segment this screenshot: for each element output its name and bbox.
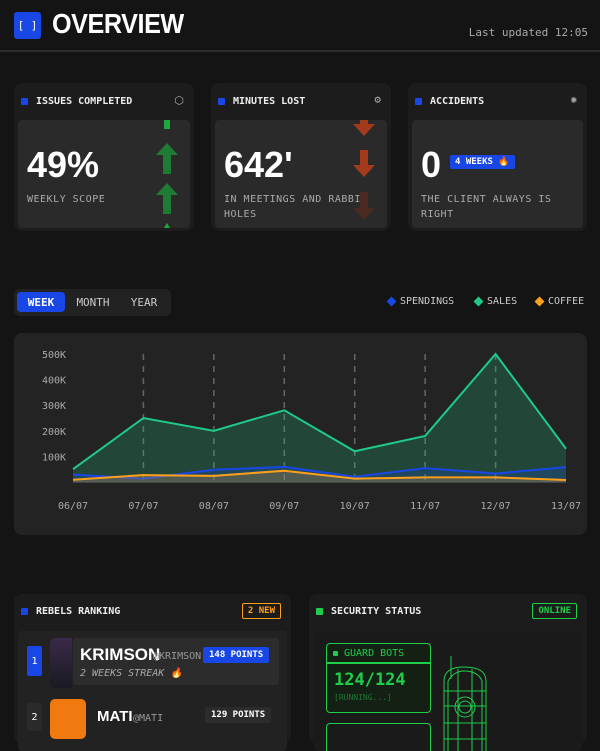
stat-subtitle: WEEKLY SCOPE (27, 192, 105, 207)
stat-card-minutes: MINUTES LOST ⚙ 642' IN MEETINGS AND RABB… (211, 83, 391, 231)
tab-month[interactable]: MONTH (68, 292, 118, 312)
x-tick-label: 11/07 (410, 501, 440, 512)
robot-wireframe-icon (434, 651, 494, 751)
points-badge: 148 POINTS (203, 647, 269, 663)
user-name: MATI (97, 708, 133, 725)
ranking-list: 1 KRIMSON @KRIMSON 148 POINTS 2 WEEKS ST… (18, 631, 287, 751)
card-title: ISSUES COMPLETED (36, 96, 132, 107)
stat-value: 49% (27, 144, 99, 186)
tab-year[interactable]: YEAR (120, 292, 168, 312)
stat-value: 0 (421, 144, 441, 186)
security-body: GUARD BOTS 124/124 [RUNNING...] (314, 631, 582, 751)
x-tick-label: 10/07 (340, 501, 370, 512)
y-tick-label: 300K (42, 401, 66, 412)
x-tick-label: 09/07 (269, 501, 299, 512)
legend-label: SALES (487, 296, 517, 307)
y-tick-label: 400K (42, 376, 66, 387)
diamond-icon (474, 297, 484, 307)
stat-card-issues: ISSUES COMPLETED ⬡ 49% WEEKLY SCOPE (14, 83, 194, 231)
hexagon-icon[interactable]: ⬡ (174, 94, 184, 107)
card-body: 0 4 WEEKS 🔥 THE CLIENT ALWAYS IS RIGHT (412, 120, 583, 228)
area-chart: 100K 200K 300K 400K 500K 06/07 07/07 08/07 09/07… (14, 333, 587, 535)
tab-week[interactable]: WEEK (17, 292, 65, 312)
security-card: SECURITY STATUS ONLINE GUARD BOTS 124/12… (309, 594, 587, 744)
avatar (50, 638, 72, 688)
gear-icon[interactable]: ⚙ (374, 93, 381, 106)
y-tick-label: 200K (42, 427, 66, 438)
card-dot (21, 98, 28, 105)
x-tick-label: 08/07 (199, 501, 229, 512)
guard-bots-panel: GUARD BOTS 124/124 [RUNNING...] (326, 643, 431, 713)
user-name: KRIMSON (80, 645, 160, 665)
online-badge: ONLINE (532, 603, 577, 619)
card-dot (21, 608, 28, 615)
card-dot (316, 608, 323, 615)
card-body: 642' IN MEETINGS AND RABBIT HOLES (215, 120, 387, 228)
arrow-down-icon (351, 120, 381, 228)
last-updated: Last updated 12:05 (469, 26, 588, 39)
legend-label: SPENDINGS (400, 296, 454, 307)
streak-text: 2 WEEKS STREAK 🔥 (80, 668, 183, 679)
period-tabs: WEEK MONTH YEAR (14, 289, 171, 316)
guard-label: GUARD BOTS (344, 648, 404, 659)
secondary-panel (326, 723, 431, 751)
card-title: ACCIDENTS (430, 96, 484, 107)
guard-value: 124/124 (327, 664, 430, 690)
legend-sales: SALES (475, 296, 517, 307)
x-tick-label: 12/07 (481, 501, 511, 512)
card-title: MINUTES LOST (233, 96, 305, 107)
legend-coffee: COFFEE (536, 296, 584, 307)
guard-state: [RUNNING...] (327, 690, 430, 702)
logo: [ ] (14, 12, 41, 39)
streak-badge: 4 WEEKS 🔥 (450, 155, 515, 169)
card-dot (218, 98, 225, 105)
legend-spendings: SPENDINGS (388, 296, 454, 307)
card-title: SECURITY STATUS (331, 606, 421, 617)
page-title: OVERVIEW (52, 8, 184, 40)
points-badge: 129 POINTS (205, 707, 271, 723)
y-tick-label: 100K (42, 452, 66, 463)
card-body: 49% WEEKLY SCOPE (18, 120, 190, 228)
legend-label: COFFEE (548, 296, 584, 307)
arrow-up-icon (154, 120, 184, 228)
user-handle: @KRIMSON (153, 651, 201, 662)
stat-subtitle: THE CLIENT ALWAYS IS RIGHT (421, 192, 571, 222)
y-tick-label: 500K (42, 350, 66, 361)
header: [ ] OVERVIEW Last updated 12:05 (0, 0, 600, 52)
chart-card: 100K 200K 300K 400K 500K 06/07 07/07 08/07 09/07… (14, 333, 587, 535)
x-tick-label: 13/07 (551, 501, 581, 512)
diamond-icon (387, 297, 397, 307)
rank-number: 1 (27, 646, 42, 676)
user-handle: @MATI (133, 713, 163, 724)
card-dot (415, 98, 422, 105)
ranking-card: REBELS RANKING 2 NEW 1 KRIMSON @KRIMSON … (14, 594, 291, 744)
new-badge: 2 NEW (242, 603, 281, 619)
list-item[interactable]: KRIMSON @KRIMSON 148 POINTS 2 WEEKS STRE… (73, 638, 279, 685)
stat-card-accidents: ACCIDENTS ✺ 0 4 WEEKS 🔥 THE CLIENT ALWAY… (408, 83, 587, 231)
stat-value: 642' (224, 144, 293, 186)
avatar (50, 699, 86, 739)
card-title: REBELS RANKING (36, 606, 120, 617)
rank-number: 2 (27, 703, 42, 731)
x-tick-label: 06/07 (58, 501, 88, 512)
sun-gear-icon[interactable]: ✺ (570, 93, 577, 106)
diamond-icon (535, 297, 545, 307)
status-dot (333, 651, 338, 656)
x-tick-label: 07/07 (128, 501, 158, 512)
